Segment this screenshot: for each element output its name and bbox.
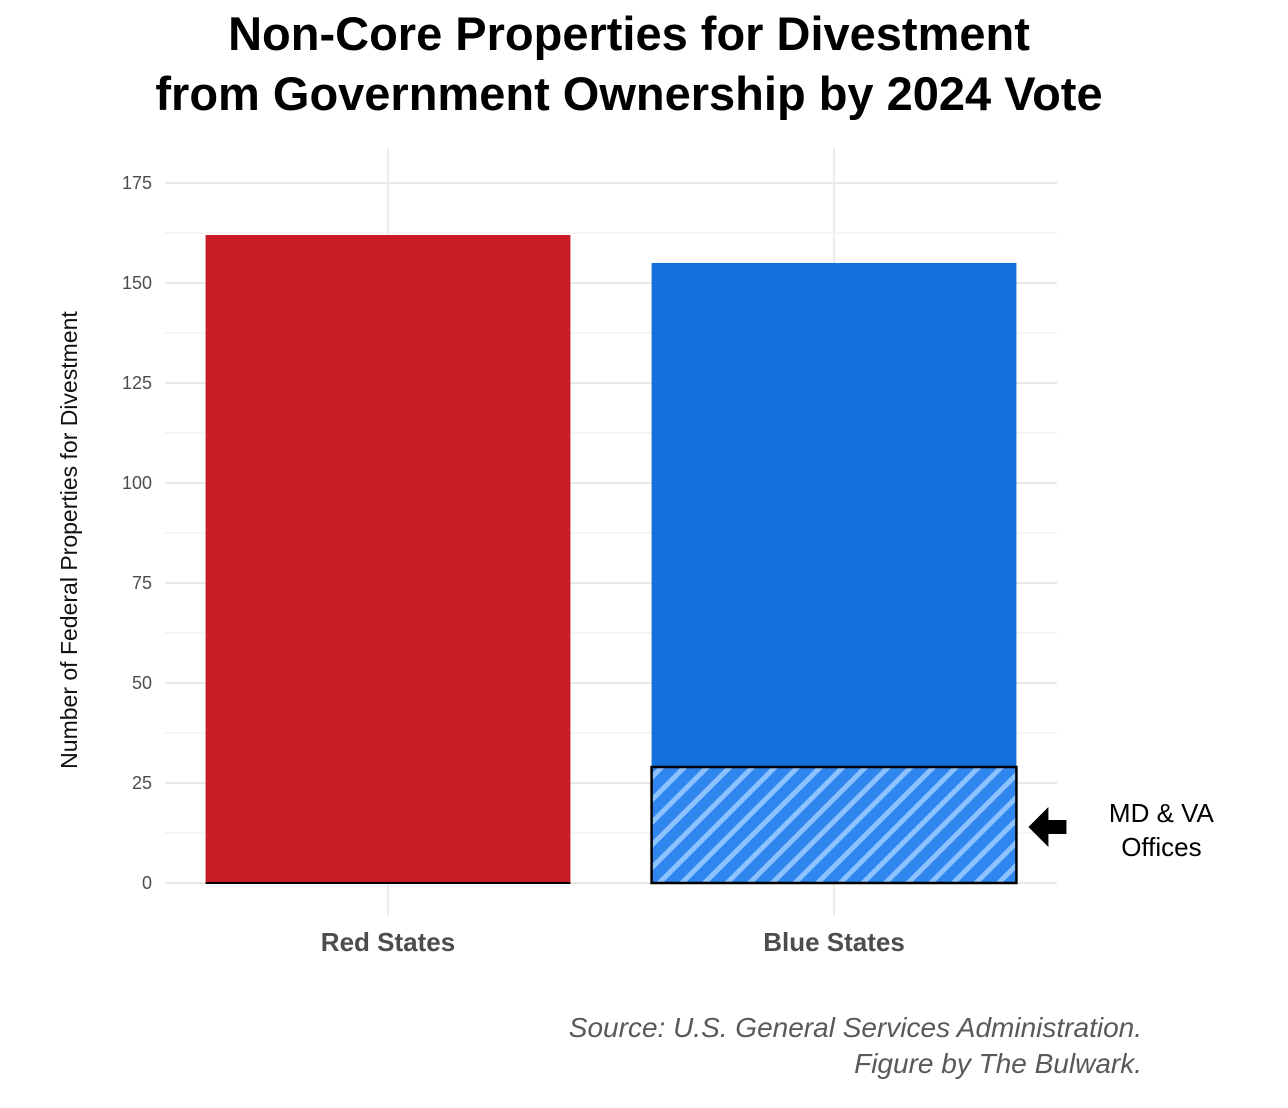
bar-highlight-segment <box>650 765 1018 885</box>
y-tick-label: 150 <box>122 273 152 293</box>
chart-title: Non-Core Properties for Divestment from … <box>0 4 1258 124</box>
y-tick-label: 125 <box>122 373 152 393</box>
x-tick-label: Blue States <box>763 927 905 957</box>
bar-red-states <box>205 235 571 883</box>
y-tick-label: 0 <box>142 873 152 893</box>
left-arrow-icon <box>1028 807 1067 847</box>
chart-title-line-2: from Government Ownership by 2024 Vote <box>155 67 1103 120</box>
y-tick-label: 175 <box>122 173 152 193</box>
y-axis: 0 25 50 75 100 125 150 175 Red States Blue States <box>122 173 905 957</box>
y-tick-label: 25 <box>132 773 152 793</box>
annotation-label-line: MD & VA <box>1109 798 1215 828</box>
y-axis-label: Number of Federal Properties for Divestm… <box>56 311 82 769</box>
annotation: MD & VA Offices <box>1028 798 1215 862</box>
y-tick-label: 100 <box>122 473 152 493</box>
chart-title-line-1: Non-Core Properties for Divestment <box>228 7 1030 60</box>
x-tick-label: Red States <box>321 927 455 957</box>
caption-source: Source: U.S. General Services Administra… <box>568 1012 1142 1043</box>
annotation-label-line: Offices <box>1121 832 1201 862</box>
y-tick-label: 75 <box>132 573 152 593</box>
caption-credit: Figure by The Bulwark. <box>854 1048 1142 1079</box>
bars <box>205 235 1018 885</box>
y-tick-label: 50 <box>132 673 152 693</box>
